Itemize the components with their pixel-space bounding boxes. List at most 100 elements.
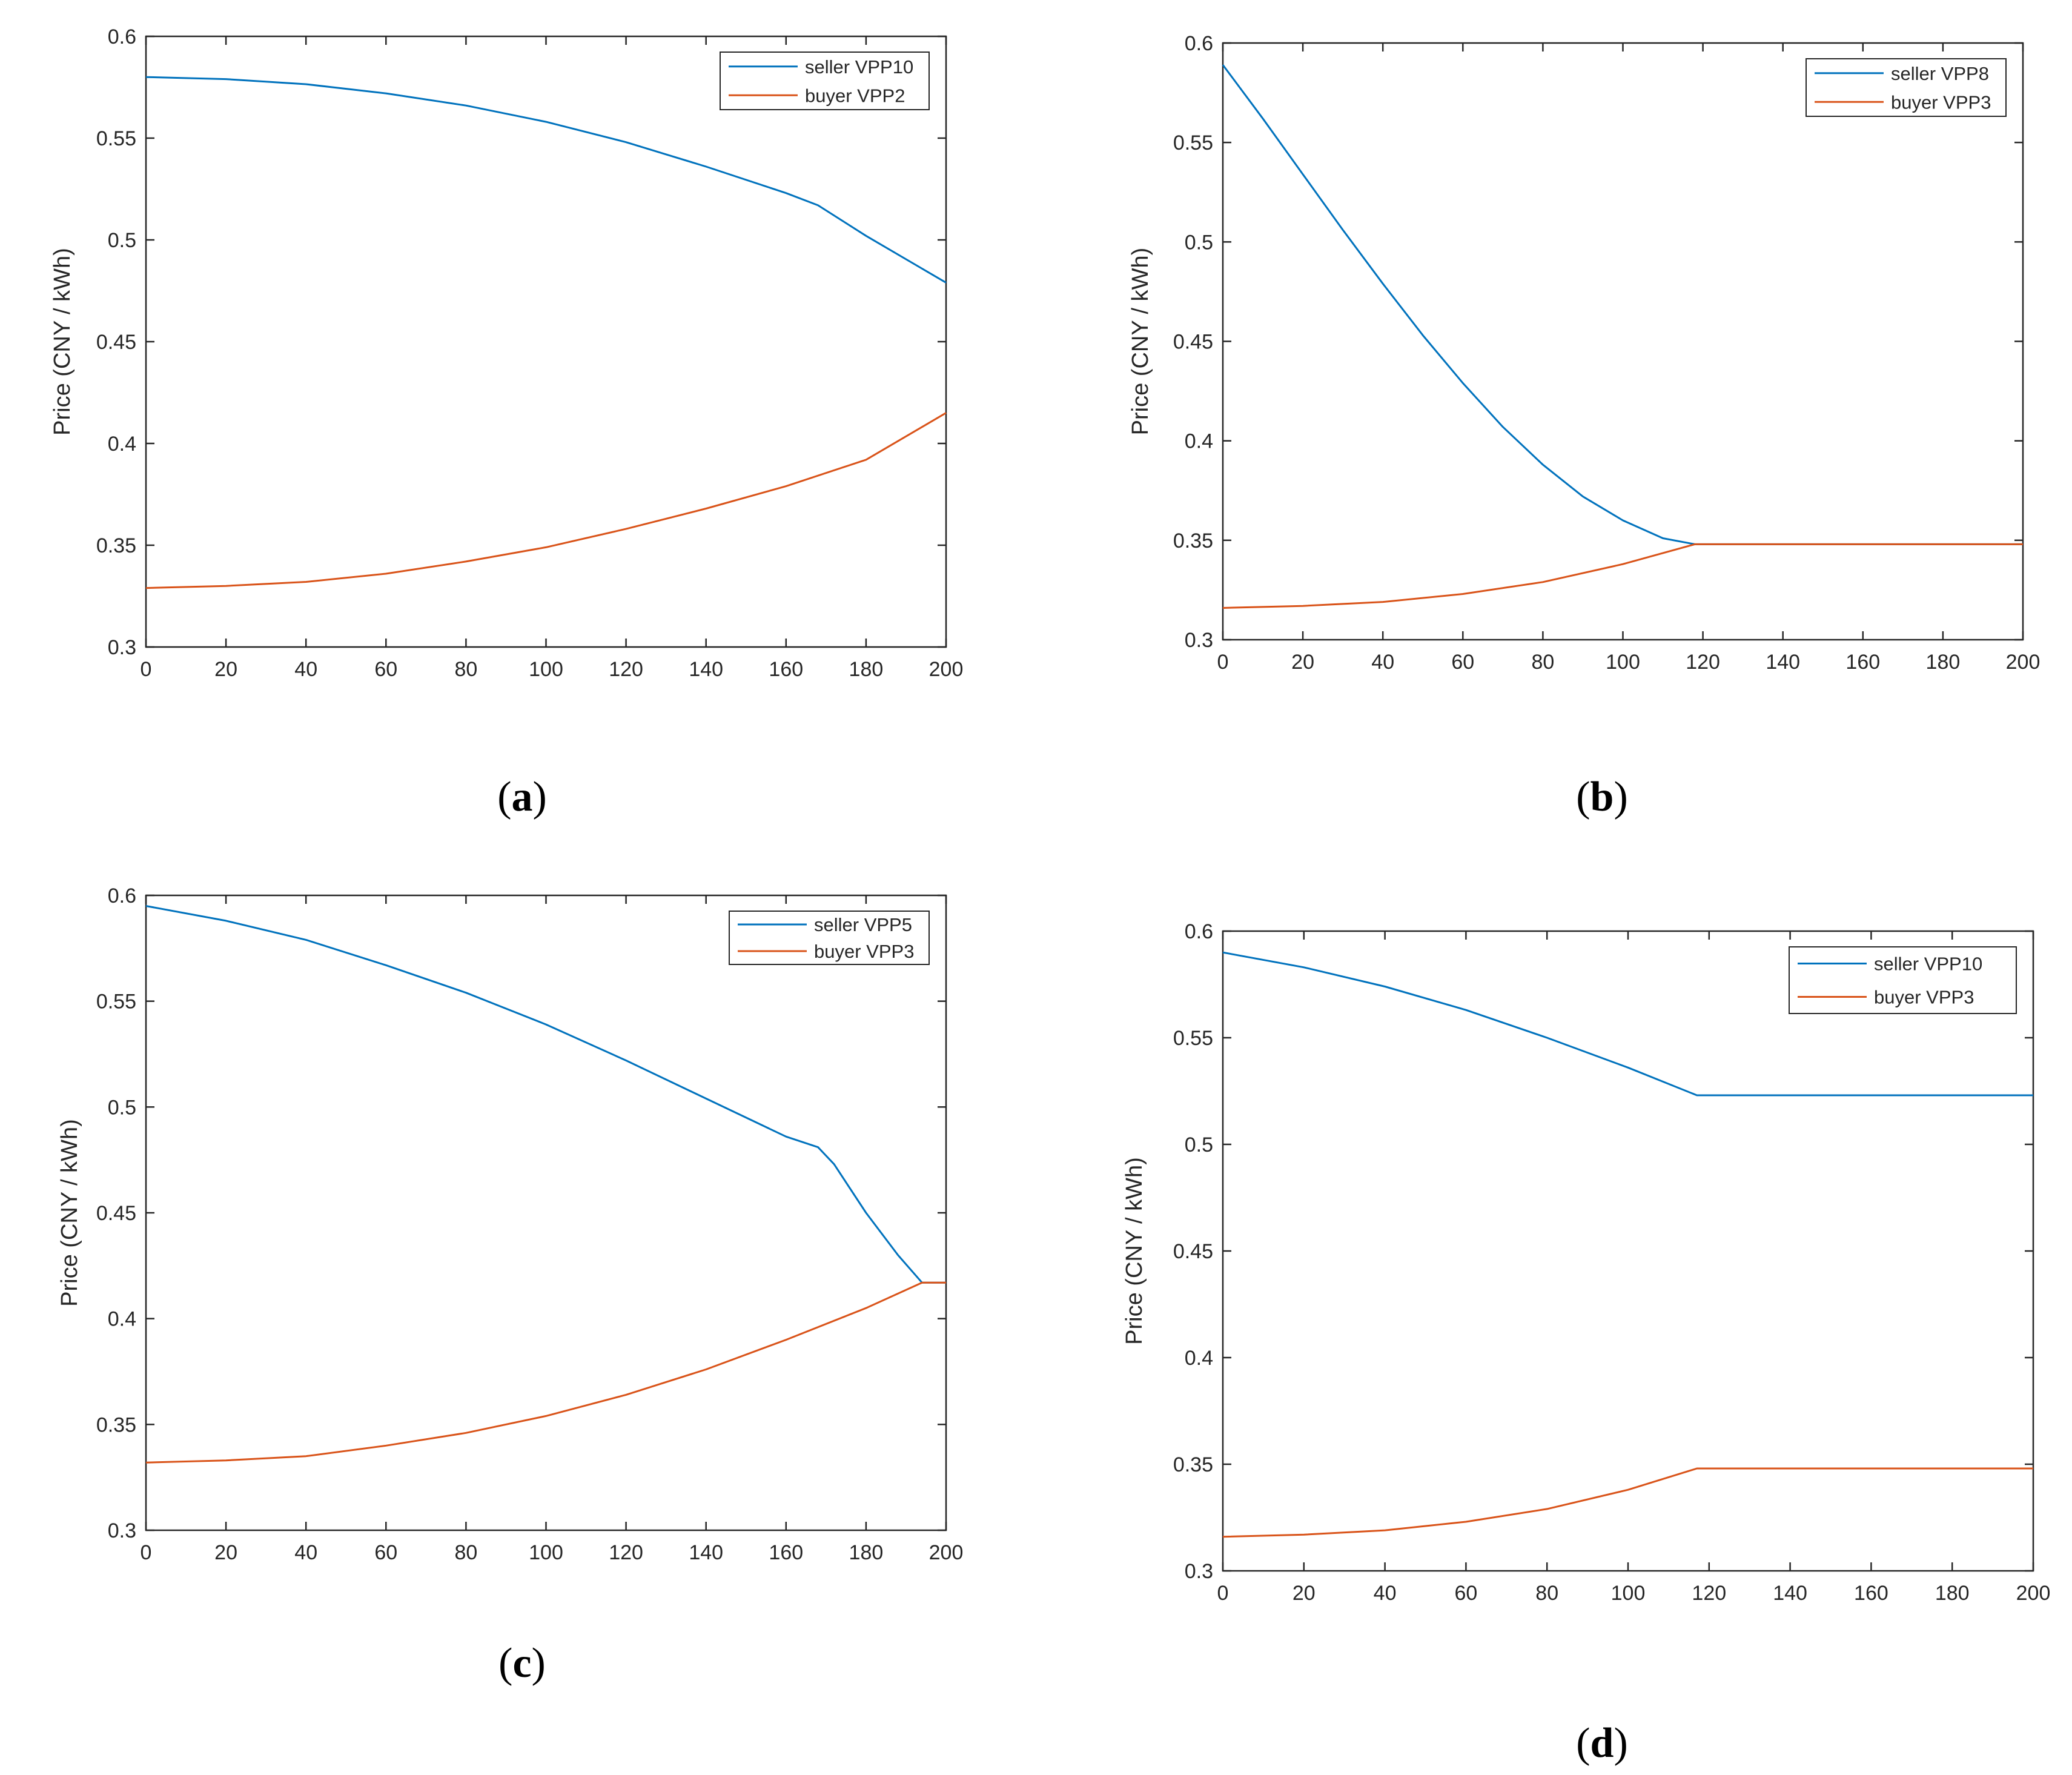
chart-d-caption-letter: d xyxy=(1590,1720,1614,1767)
chart-d-xtick-label: 180 xyxy=(1935,1582,1970,1605)
chart-a-series-seller-line xyxy=(145,76,947,284)
chart-a-ytick-label: 0.5 xyxy=(108,229,136,252)
chart-a-series-buyer-line xyxy=(145,412,947,589)
chart-c-ytick-label: 0.35 xyxy=(96,1413,136,1436)
chart-b-xtick-label: 160 xyxy=(1845,651,1880,674)
chart-a-xtick-label: 120 xyxy=(609,658,643,681)
chart-a-ytick-label: 0.55 xyxy=(96,127,136,150)
chart-d-xtick-label: 140 xyxy=(1773,1582,1807,1605)
chart-b-xtick-label: 60 xyxy=(1451,651,1474,674)
chart-d-legend: seller VPP10 buyer VPP3 xyxy=(1789,946,2017,1014)
chart-a-ytick-label: 0.35 xyxy=(96,534,136,557)
chart-d-legend-label-seller: seller VPP10 xyxy=(1874,954,1982,975)
chart-a-ytick-label: 0.45 xyxy=(96,331,136,354)
chart-b-xtick-label: 120 xyxy=(1686,651,1720,674)
chart-c-ylabel: Price (CNY / kWh) xyxy=(57,1119,82,1307)
chart-d-plot-area xyxy=(1222,930,2034,1572)
chart-a: 0 20 40 60 80 100 120 140 160 180 200 0.3 0.35 0.4 0.4… xyxy=(50,25,963,820)
chart-d-xtick-label: 0 xyxy=(1217,1582,1229,1605)
chart-a-caption-close: ) xyxy=(533,774,547,820)
chart-b-series-buyer-line xyxy=(1222,543,2023,609)
chart-c-caption-open: ( xyxy=(498,1640,512,1687)
chart-c-xtick-label: 60 xyxy=(374,1541,397,1564)
chart-c-caption: (c) xyxy=(498,1640,546,1687)
chart-d-ytick-label: 0.4 xyxy=(1185,1347,1213,1370)
chart-d-ytick-label: 0.45 xyxy=(1173,1240,1213,1263)
chart-d: 0 20 40 60 80 100 120 140 160 180 200 0.3 0.35 0.4 0.4… xyxy=(1122,920,2050,1767)
chart-d-xtick-label: 60 xyxy=(1454,1582,1477,1605)
chart-d-ytick-label: 0.6 xyxy=(1185,920,1213,943)
chart-c-series-buyer-line xyxy=(145,1281,946,1464)
chart-c-xtick-label: 160 xyxy=(769,1541,803,1564)
chart-d-ytick-label: 0.5 xyxy=(1185,1133,1213,1156)
chart-d-xtick-label: 160 xyxy=(1854,1582,1888,1605)
chart-c-xtick-label: 0 xyxy=(141,1541,152,1564)
chart-b-ylabel: Price (CNY / kWh) xyxy=(1128,248,1153,436)
chart-b-ytick-label: 0.45 xyxy=(1173,331,1213,354)
chart-a-xtick-label: 60 xyxy=(374,658,397,681)
chart-d-legend-box xyxy=(1789,946,2017,1014)
chart-b-legend-label-seller: seller VPP8 xyxy=(1891,63,1989,84)
chart-c-xtick-label: 40 xyxy=(294,1541,317,1564)
chart-c-ytick-label: 0.6 xyxy=(108,884,136,907)
chart-b-xtick-label: 100 xyxy=(1606,651,1640,674)
chart-c-caption-close: ) xyxy=(532,1640,546,1687)
chart-c-xtick-label: 20 xyxy=(214,1541,237,1564)
chart-d-xtick-label: 40 xyxy=(1374,1582,1397,1605)
chart-d-xtick-label: 100 xyxy=(1611,1582,1646,1605)
chart-b: 0 20 40 60 80 100 120 140 160 180 200 0.3 0.35 0.4 0.4… xyxy=(1128,32,2040,820)
chart-d-series-buyer-line xyxy=(1222,1467,2033,1538)
chart-a-xtick-label: 160 xyxy=(769,658,803,681)
chart-c-ytick-label: 0.3 xyxy=(108,1519,136,1542)
chart-d-ytick-label: 0.35 xyxy=(1173,1453,1213,1476)
chart-a-ylabel: Price (CNY / kWh) xyxy=(50,248,75,436)
chart-a-xtick-label: 40 xyxy=(294,658,317,681)
chart-c-legend-box xyxy=(729,911,930,965)
chart-b-xtick-label: 180 xyxy=(1926,651,1961,674)
chart-b-xtick-label: 20 xyxy=(1291,651,1314,674)
chart-a-caption-letter: a xyxy=(512,774,533,820)
chart-a-legend: seller VPP10 buyer VPP2 xyxy=(720,51,930,110)
chart-c-plot-area xyxy=(145,894,947,1531)
chart-c: 0 20 40 60 80 100 120 140 160 180 200 0.3 0.35 0.4 0.4… xyxy=(57,884,963,1687)
chart-a-plot-area xyxy=(145,35,947,648)
chart-b-caption: (b) xyxy=(1576,774,1628,820)
chart-b-legend-label-buyer: buyer VPP3 xyxy=(1891,91,1991,113)
chart-b-legend-box xyxy=(1806,58,2007,117)
chart-c-ytick-label: 0.45 xyxy=(96,1202,136,1225)
chart-a-xtick-label: 100 xyxy=(529,658,563,681)
chart-c-xtick-label: 100 xyxy=(529,1541,563,1564)
chart-a-xtick-label: 80 xyxy=(454,658,477,681)
chart-c-ytick-label: 0.4 xyxy=(108,1308,136,1331)
chart-c-xtick-label: 180 xyxy=(849,1541,884,1564)
chart-a-xtick-label: 140 xyxy=(689,658,723,681)
chart-b-xtick-label: 0 xyxy=(1217,651,1229,674)
chart-a-ytick-label: 0.3 xyxy=(108,636,136,659)
chart-b-xtick-label: 80 xyxy=(1531,651,1554,674)
chart-c-xtick-label: 80 xyxy=(454,1541,477,1564)
chart-d-xtick-label: 120 xyxy=(1692,1582,1726,1605)
chart-c-ytick-label: 0.5 xyxy=(108,1096,136,1119)
chart-a-caption-open: ( xyxy=(497,774,511,820)
chart-c-xtick-label: 120 xyxy=(609,1541,643,1564)
chart-b-ytick-label: 0.55 xyxy=(1173,131,1213,154)
chart-b-plot-area xyxy=(1222,42,2024,641)
chart-b-legend: seller VPP8 buyer VPP3 xyxy=(1806,58,2007,117)
chart-d-caption-open: ( xyxy=(1576,1720,1590,1767)
chart-c-xtick-label: 140 xyxy=(689,1541,723,1564)
chart-b-series-seller-line xyxy=(1222,64,2023,545)
chart-d-series-seller-line xyxy=(1222,951,2033,1097)
chart-a-ytick-label: 0.4 xyxy=(108,433,136,456)
chart-b-caption-close: ) xyxy=(1614,774,1627,820)
chart-a-xtick-label: 0 xyxy=(141,658,152,681)
chart-b-ytick-label: 0.3 xyxy=(1185,629,1213,652)
chart-c-legend-label-buyer: buyer VPP3 xyxy=(814,941,914,962)
chart-d-ylabel: Price (CNY / kWh) xyxy=(1122,1157,1147,1345)
chart-b-ytick-label: 0.35 xyxy=(1173,529,1213,552)
chart-b-ytick-label: 0.5 xyxy=(1185,231,1213,254)
chart-a-ytick-label: 0.6 xyxy=(108,25,136,48)
chart-b-xtick-label: 40 xyxy=(1371,651,1394,674)
chart-c-ytick-label: 0.55 xyxy=(96,990,136,1014)
chart-a-legend-box xyxy=(720,51,930,110)
chart-b-xtick-label: 200 xyxy=(2006,651,2041,674)
